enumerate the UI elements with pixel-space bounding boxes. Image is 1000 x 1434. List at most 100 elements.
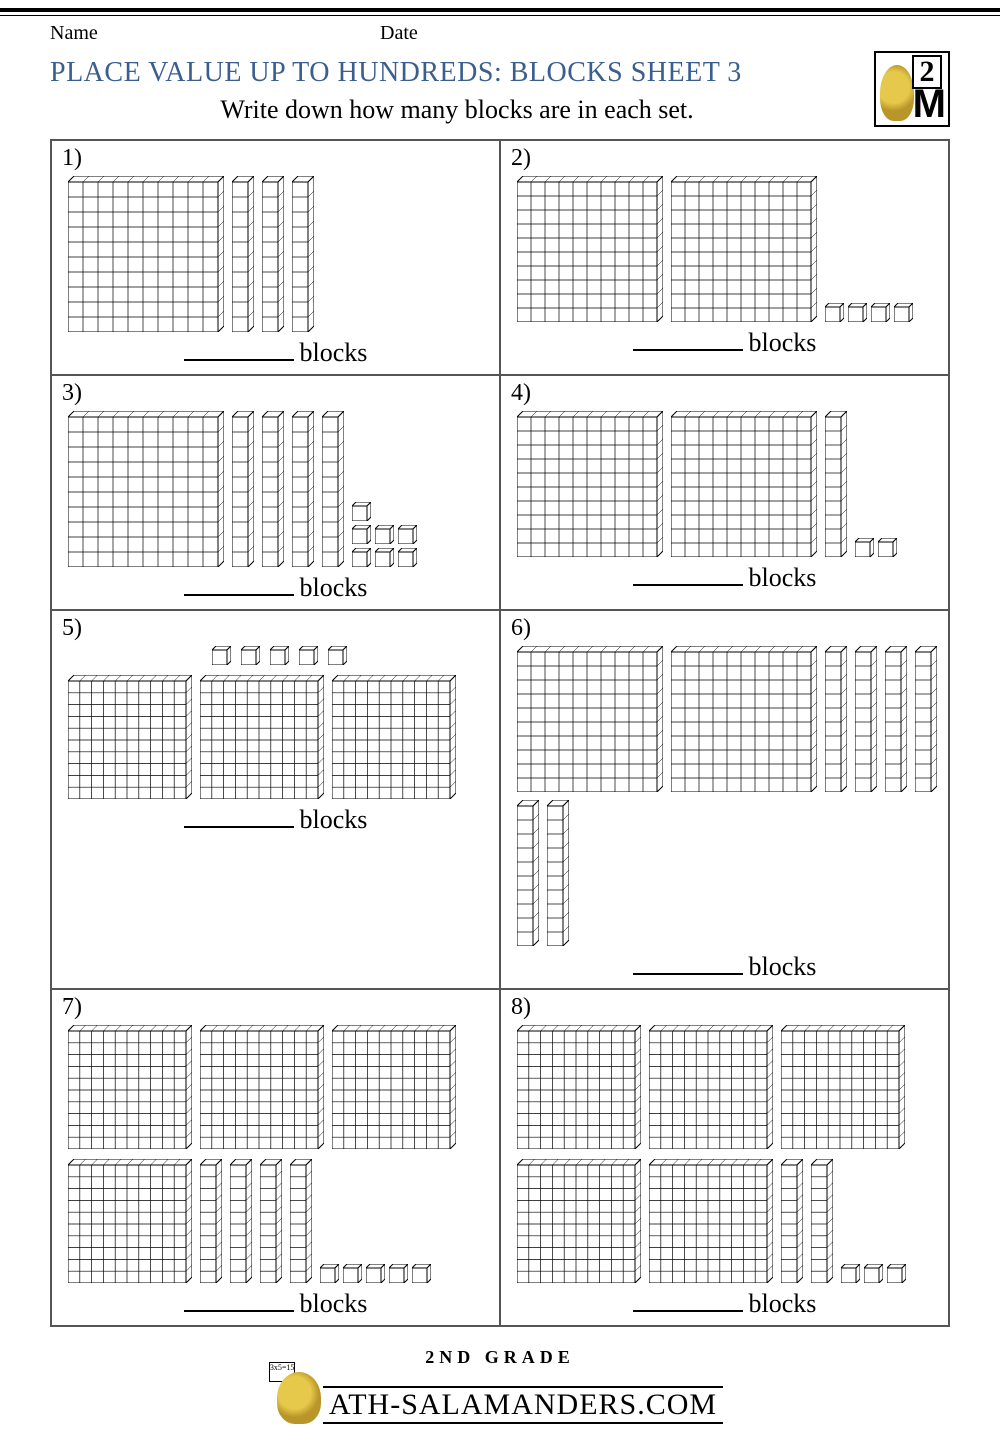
answer-blank[interactable] (184, 1306, 294, 1312)
one-block (412, 1264, 431, 1283)
one-block (375, 548, 394, 567)
question-number: 8) (511, 994, 940, 1021)
hundred-block (781, 1025, 905, 1149)
blocks-area (60, 176, 491, 336)
grade-logo: 2 M (874, 51, 950, 127)
top-rule (0, 8, 1000, 16)
hundred-block (671, 176, 817, 322)
name-label: Name (50, 22, 380, 45)
one-block (887, 1264, 906, 1283)
hundred-block (517, 176, 663, 322)
ten-block (517, 800, 539, 946)
blocks-row (517, 1025, 905, 1149)
answer-blank[interactable] (633, 1306, 743, 1312)
problem-cell: 4)blocks (500, 375, 949, 610)
blocks-row (517, 176, 913, 322)
problem-cell: 1) blocks (51, 140, 500, 375)
blocks-area (509, 176, 940, 326)
answer-word: blocks (300, 1289, 368, 1318)
one-block (320, 1264, 339, 1283)
footer-grade: 2ND GRADE (50, 1347, 950, 1368)
blocks-row (517, 646, 940, 946)
question-number: 7) (62, 994, 491, 1021)
answer-line: blocks (509, 952, 940, 982)
hundred-block (68, 176, 224, 332)
salamander-icon (880, 65, 914, 121)
one-block (366, 1264, 385, 1283)
blocks-row (68, 675, 456, 799)
one-block (864, 1264, 883, 1283)
one-block (328, 646, 347, 665)
one-block (855, 538, 874, 557)
ones-group (841, 1264, 906, 1283)
problem-cell: 5)blocks (51, 610, 500, 989)
problem-cell: 8)blocks (500, 989, 949, 1326)
footer-site: ATH-SALAMANDERS.COM (323, 1386, 723, 1424)
one-block (389, 1264, 408, 1283)
ten-block (232, 176, 254, 332)
hundred-block (68, 1159, 192, 1283)
ten-block (915, 646, 937, 792)
answer-word: blocks (749, 328, 817, 357)
ten-block (290, 1159, 312, 1283)
problems-grid: 1)blocks2)blocks3)blocks4)blocks5)blocks… (50, 139, 950, 1327)
answer-blank[interactable] (184, 590, 294, 596)
answer-word: blocks (300, 573, 368, 602)
hundred-block (517, 646, 663, 792)
ten-block (292, 411, 314, 567)
one-block (841, 1264, 860, 1283)
blocks-row (517, 1159, 906, 1283)
ten-block (885, 646, 907, 792)
ten-block (322, 411, 344, 567)
blocks-area (509, 1025, 940, 1287)
blocks-area (509, 646, 940, 950)
ten-block (200, 1159, 222, 1283)
one-block (352, 548, 371, 567)
one-block (848, 303, 867, 322)
ten-block (781, 1159, 803, 1283)
blocks-row (517, 411, 897, 557)
ten-block (260, 1159, 282, 1283)
ten-block (262, 176, 284, 332)
problem-cell: 6) blocks (500, 610, 949, 989)
answer-word: blocks (300, 805, 368, 834)
ten-block (855, 646, 877, 792)
blocks-area (509, 411, 940, 561)
logo-m-icon: M (913, 82, 946, 127)
hundred-block (68, 1025, 192, 1149)
one-block (352, 525, 371, 544)
answer-blank[interactable] (633, 345, 743, 351)
answer-blank[interactable] (184, 355, 294, 361)
one-block (878, 538, 897, 557)
blocks-row (68, 411, 417, 567)
answer-word: blocks (749, 952, 817, 981)
ten-block (547, 800, 569, 946)
one-block (375, 525, 394, 544)
one-block (270, 646, 289, 665)
one-block (398, 548, 417, 567)
hundred-block (671, 646, 817, 792)
hundred-block (649, 1159, 773, 1283)
title-row: PLACE VALUE UP TO HUNDREDS: BLOCKS SHEET… (0, 51, 1000, 139)
problem-cell: 2) blocks (500, 140, 949, 375)
hundred-block (332, 675, 456, 799)
ten-block (825, 646, 847, 792)
question-number: 1) (62, 145, 491, 172)
ones-group (320, 1264, 431, 1283)
blocks-row (68, 1159, 431, 1283)
answer-word: blocks (300, 338, 368, 367)
question-number: 2) (511, 145, 940, 172)
ten-block (825, 411, 847, 557)
answer-blank[interactable] (633, 580, 743, 586)
one-block (241, 646, 260, 665)
ten-block (811, 1159, 833, 1283)
one-block (352, 502, 371, 521)
hundred-block (200, 675, 324, 799)
title-block: PLACE VALUE UP TO HUNDREDS: BLOCKS SHEET… (50, 51, 864, 139)
ten-block (292, 176, 314, 332)
ten-block (230, 1159, 252, 1283)
hundred-block (68, 411, 224, 567)
answer-blank[interactable] (184, 822, 294, 828)
question-number: 6) (511, 615, 940, 642)
answer-blank[interactable] (633, 969, 743, 975)
